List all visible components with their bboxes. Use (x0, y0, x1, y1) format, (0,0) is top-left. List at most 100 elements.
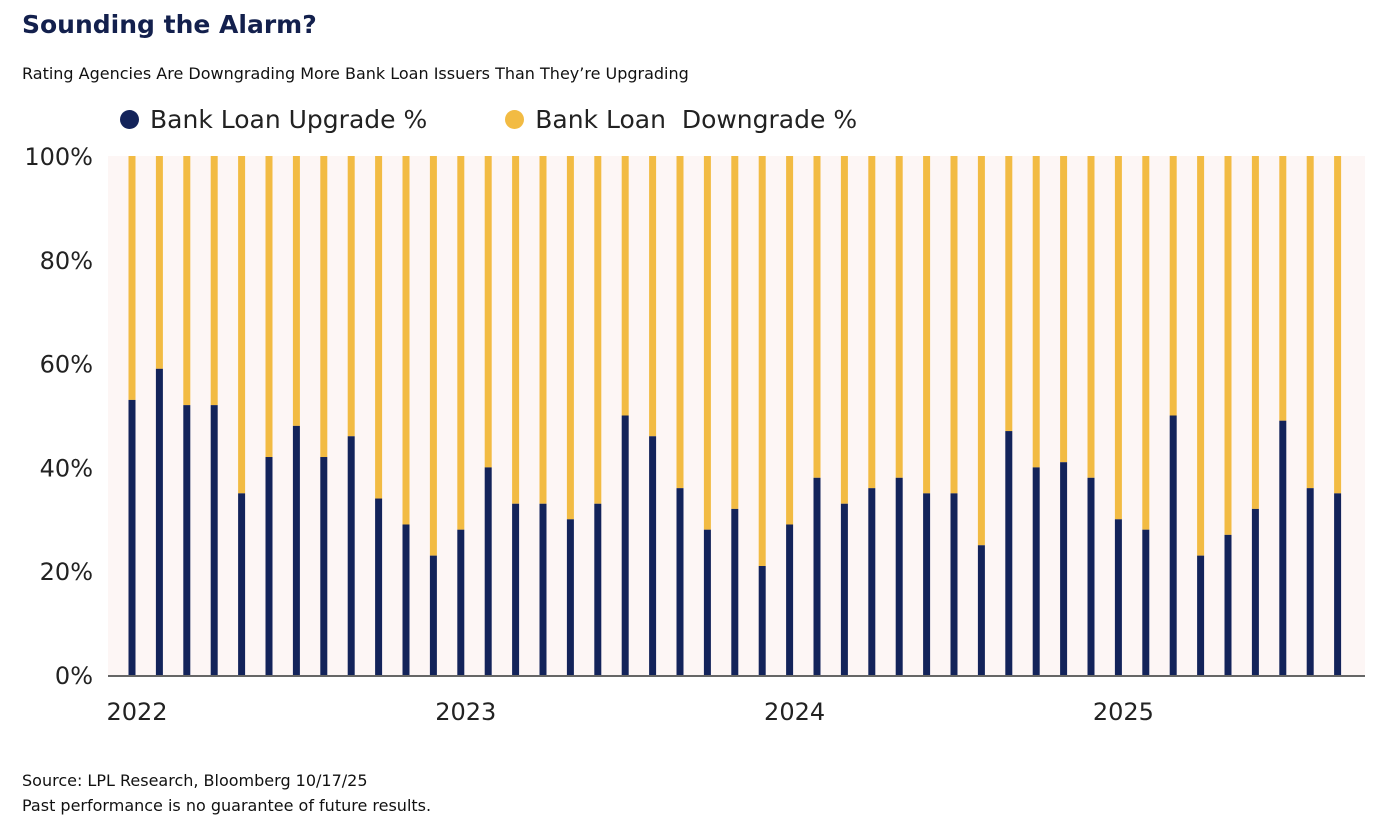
bar-upgrade (457, 529, 465, 675)
bar-upgrade (1142, 529, 1150, 675)
bar-downgrade (977, 156, 985, 546)
bar-upgrade (1224, 534, 1232, 675)
bar-downgrade (1306, 156, 1314, 489)
bar-upgrade (1197, 555, 1205, 675)
bar-downgrade (868, 156, 876, 489)
bar-upgrade (923, 493, 931, 675)
y-tick-label: 40% (40, 454, 93, 482)
bar-upgrade (183, 405, 191, 675)
bar-upgrade (375, 498, 383, 675)
bar-upgrade (539, 503, 547, 675)
bar-downgrade (1032, 156, 1040, 468)
bar-upgrade (621, 415, 629, 675)
bar-downgrade (1251, 156, 1259, 509)
bar-downgrade (320, 156, 328, 458)
bar-downgrade (457, 156, 465, 530)
bar-upgrade (840, 503, 848, 675)
bar-downgrade (539, 156, 547, 504)
bar-upgrade (1032, 467, 1040, 675)
bar-downgrade (1005, 156, 1013, 432)
bar-downgrade (840, 156, 848, 504)
bar-upgrade (210, 405, 218, 675)
bar-upgrade (238, 493, 246, 675)
bar-downgrade (210, 156, 218, 406)
stacked-bar-chart: 0% 20% 40% 60% 80% 100% 2022 2023 2024 2025 (24, 143, 1365, 726)
bar-upgrade (977, 545, 985, 675)
bar-upgrade (1279, 420, 1287, 675)
x-tick-label: 2024 (764, 698, 825, 726)
bar-downgrade (731, 156, 739, 509)
bar-downgrade (155, 156, 163, 369)
bar-downgrade (429, 156, 437, 556)
bar-downgrade (1087, 156, 1095, 478)
bar-upgrade (895, 477, 903, 675)
bar-upgrade (484, 467, 492, 675)
y-tick-label: 80% (40, 247, 93, 275)
bar-upgrade (429, 555, 437, 675)
bar-upgrade (676, 488, 684, 675)
bar-upgrade (292, 425, 300, 675)
disclaimer-note: Past performance is no guarantee of futu… (22, 796, 432, 815)
bar-upgrade (1306, 488, 1314, 675)
bar-upgrade (1334, 493, 1342, 675)
bar-upgrade (649, 436, 657, 675)
bar-upgrade (1005, 431, 1013, 675)
bar-upgrade (813, 477, 821, 675)
bar-downgrade (566, 156, 574, 520)
bar-upgrade (155, 368, 163, 675)
bar-downgrade (1197, 156, 1205, 556)
legend-label-upgrade: Bank Loan Upgrade % (150, 104, 428, 134)
legend-swatch-downgrade (505, 109, 525, 129)
bar-upgrade (347, 436, 355, 675)
bar-upgrade (320, 457, 328, 675)
bar-downgrade (950, 156, 958, 494)
bar-upgrade (1087, 477, 1095, 675)
bar-downgrade (292, 156, 300, 426)
bar-upgrade (868, 488, 876, 675)
chart-legend: Bank Loan Upgrade % Bank Loan Downgrade … (120, 103, 935, 135)
bar-downgrade (238, 156, 246, 494)
x-tick-label: 2025 (1093, 698, 1154, 726)
bar-downgrade (621, 156, 629, 416)
bar-upgrade (265, 457, 273, 675)
bar-downgrade (813, 156, 821, 478)
bar-downgrade (923, 156, 931, 494)
bar-upgrade (950, 493, 958, 675)
bar-upgrade (1251, 508, 1259, 675)
bar-upgrade (566, 519, 574, 675)
bar-downgrade (1334, 156, 1342, 494)
bar-downgrade (183, 156, 191, 406)
bar-downgrade (594, 156, 602, 504)
bar-downgrade (512, 156, 520, 504)
bar-downgrade (1060, 156, 1068, 463)
bar-downgrade (484, 156, 492, 468)
bar-downgrade (347, 156, 355, 437)
bar-downgrade (786, 156, 794, 525)
legend-item-downgrade: Bank Loan Downgrade % (505, 105, 857, 134)
bar-upgrade (594, 503, 602, 675)
x-tick-label: 2022 (106, 698, 167, 726)
bar-upgrade (1114, 519, 1122, 675)
bar-downgrade (1169, 156, 1177, 416)
legend-item-upgrade: Bank Loan Upgrade % (120, 105, 427, 134)
bar-downgrade (1114, 156, 1122, 520)
bar-upgrade (128, 399, 136, 675)
bar-downgrade (649, 156, 657, 437)
bar-downgrade (265, 156, 273, 458)
bar-downgrade (128, 156, 136, 400)
y-tick-label: 0% (55, 662, 93, 690)
bar-upgrade (512, 503, 520, 675)
bar-downgrade (703, 156, 711, 530)
bar-downgrade (1142, 156, 1150, 530)
x-tick-label: 2023 (435, 698, 496, 726)
bar-upgrade (731, 508, 739, 675)
bar-upgrade (703, 529, 711, 675)
chart-title: Sounding the Alarm? (22, 10, 317, 39)
y-tick-label: 20% (40, 558, 93, 586)
bar-upgrade (758, 566, 766, 675)
chart-subtitle: Rating Agencies Are Downgrading More Ban… (22, 64, 689, 83)
bar-downgrade (1224, 156, 1232, 535)
bar-upgrade (1060, 462, 1068, 675)
chart-footer: Source: LPL Research, Bloomberg 10/17/25… (22, 768, 431, 818)
y-tick-label: 60% (40, 351, 93, 379)
